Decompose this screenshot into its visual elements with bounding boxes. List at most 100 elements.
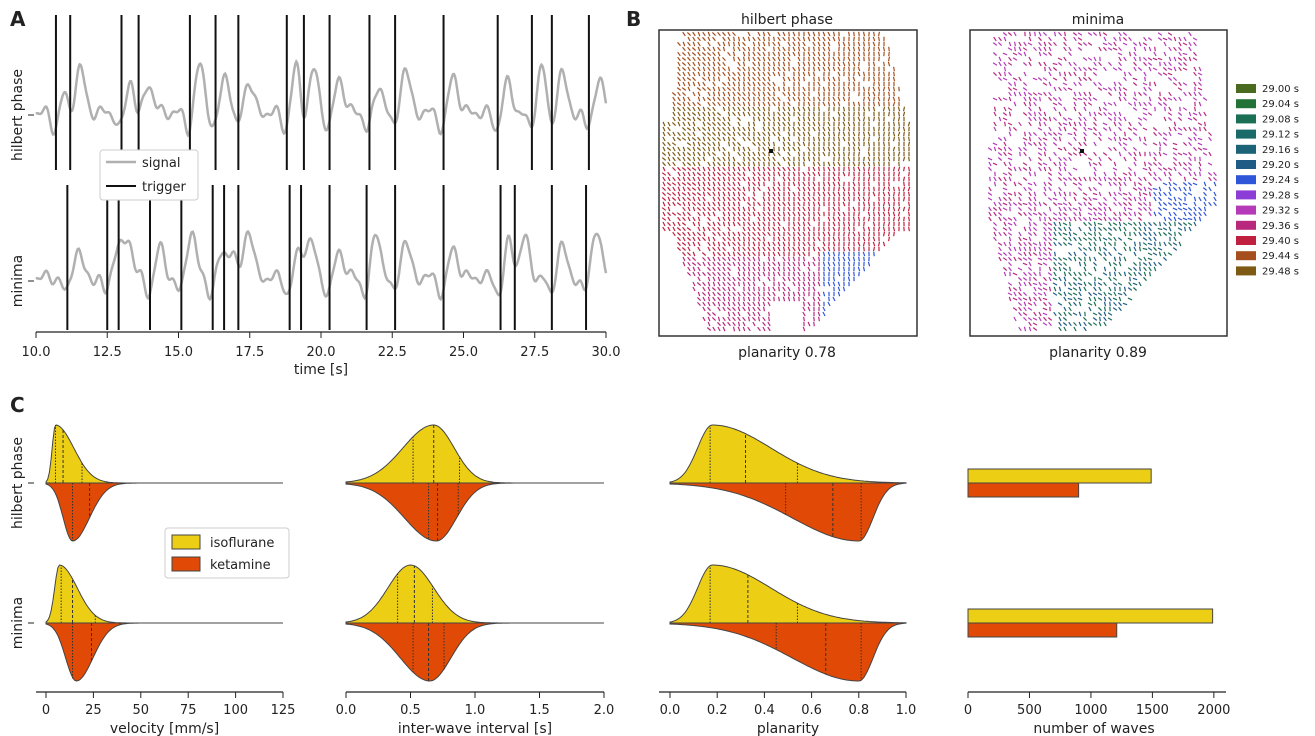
flow-vector — [1070, 222, 1071, 226]
flow-vector — [829, 117, 830, 121]
flow-vector — [799, 87, 800, 91]
time-legend-swatch — [1236, 145, 1256, 154]
flow-vector — [894, 122, 895, 126]
flow-vector — [1115, 287, 1116, 291]
flow-vector — [774, 177, 775, 181]
flow-vector — [874, 97, 875, 101]
flow-vector — [854, 167, 855, 171]
flow-vector — [804, 317, 805, 321]
flow-vector — [749, 52, 750, 56]
flow-vector — [749, 122, 750, 126]
flow-vector — [839, 52, 840, 56]
flow-vector — [884, 132, 885, 136]
flow-vector — [849, 72, 850, 76]
flow-vector — [779, 102, 780, 106]
flow-vector — [829, 222, 830, 226]
flow-vector — [764, 67, 765, 71]
flow-vector — [894, 72, 895, 76]
flow-vector — [784, 267, 785, 271]
flow-vector — [794, 242, 795, 246]
flow-vector — [819, 197, 820, 201]
planarity-caption-minima: planarity 0.89 — [1049, 345, 1147, 361]
x-tick-label: 22.5 — [378, 345, 407, 360]
flow-vector — [884, 127, 885, 131]
flow-vector — [874, 72, 875, 76]
flow-vector — [779, 287, 780, 291]
flow-vector — [879, 117, 880, 121]
flow-vector — [859, 132, 860, 136]
flow-vector — [869, 67, 870, 71]
flow-vector — [859, 182, 860, 186]
panel-a-x-label: time [s] — [294, 362, 348, 378]
flow-vector — [804, 77, 805, 81]
flow-vector — [804, 162, 805, 166]
flow-vector — [774, 232, 775, 236]
flow-vector — [809, 182, 810, 186]
flow-vector — [864, 222, 865, 226]
time-legend-swatch — [1236, 251, 1256, 260]
flow-vector — [884, 62, 885, 66]
bar-isoflurane — [968, 469, 1151, 483]
flow-vector — [864, 187, 865, 191]
flow-vector — [1070, 267, 1071, 271]
flow-vector — [879, 202, 880, 206]
flow-vector — [834, 87, 835, 91]
flow-vector — [879, 32, 880, 36]
flow-vector — [819, 77, 820, 81]
panel-a-signal-traces: 10.0 12.5 15.0 17.5 20.0 22.5 25.0 27.5 30.0 tim… — [10, 15, 620, 378]
panel-a-legend: signal trigger — [100, 150, 198, 200]
flow-vector — [784, 197, 785, 201]
row-label-minima-c: minima — [10, 597, 26, 650]
panel-label-c: C — [10, 393, 25, 417]
flow-vector — [899, 97, 900, 101]
flow-vector — [909, 202, 910, 206]
time-color-legend: 29.00 s29.04 s29.08 s29.12 s29.16 s29.20… — [1236, 84, 1299, 277]
map-title-hilbert: hilbert phase — [741, 12, 833, 28]
flow-vector — [784, 82, 785, 86]
flow-vector — [1045, 67, 1046, 71]
flow-vector — [1165, 107, 1166, 111]
flow-vector — [1150, 272, 1151, 276]
flow-vector — [869, 137, 870, 141]
flow-vector — [844, 267, 845, 271]
x-tick-label: 0.0 — [336, 703, 357, 718]
flow-vector — [849, 152, 850, 156]
flow-vector — [899, 187, 900, 191]
flow-vector — [734, 37, 735, 41]
flow-vector — [894, 117, 895, 121]
flow-vector — [759, 287, 760, 291]
flow-vector — [1045, 217, 1046, 221]
flow-vector — [839, 77, 840, 81]
flow-vector — [889, 112, 890, 116]
flow-vector — [849, 77, 850, 81]
x-tick-label: 25.0 — [449, 345, 478, 360]
flow-vector — [1065, 32, 1066, 36]
flow-vector — [859, 152, 860, 156]
signal-trace-minima — [36, 232, 606, 300]
panel-label-a: A — [10, 7, 26, 31]
flow-vector — [789, 237, 790, 241]
flow-vector — [849, 67, 850, 71]
time-legend-label: 29.40 s — [1262, 236, 1299, 247]
flow-vector — [754, 287, 755, 291]
flow-vector — [874, 117, 875, 121]
flow-vector — [849, 132, 850, 136]
x-tick-label: 0.4 — [754, 703, 775, 718]
flow-vector — [884, 122, 885, 126]
flow-vector — [854, 262, 855, 266]
flow-vector — [839, 207, 840, 211]
flow-vector — [769, 37, 770, 41]
flow-vector — [804, 227, 805, 231]
flow-vector — [809, 152, 810, 156]
flow-vector — [1135, 182, 1136, 186]
flow-vector — [864, 122, 865, 126]
flow-vector — [1085, 257, 1086, 261]
flow-vector — [879, 172, 880, 176]
flow-vector — [844, 152, 845, 156]
flow-vector — [819, 157, 820, 161]
time-legend-swatch — [1236, 206, 1256, 215]
flow-vector — [869, 107, 870, 111]
flow-vector — [769, 42, 770, 46]
flow-vector — [1060, 72, 1061, 76]
flow-vector — [1145, 77, 1146, 81]
